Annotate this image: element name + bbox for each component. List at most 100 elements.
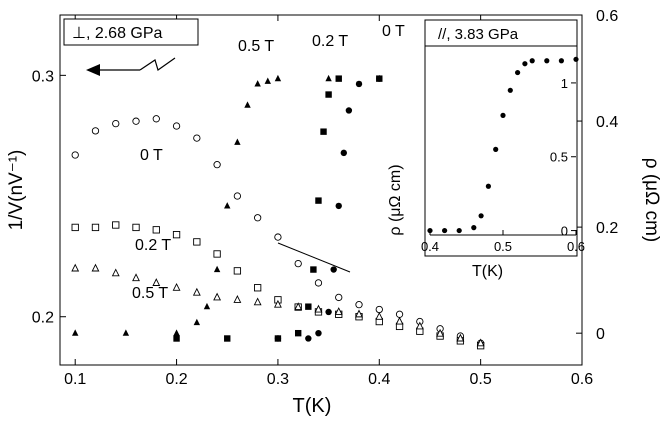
data-point (273, 299, 282, 308)
data-point (315, 197, 322, 204)
y-left-tick-label: 0.2 (32, 310, 54, 327)
x-tick-label: 0.6 (571, 371, 593, 388)
data-point (254, 214, 262, 222)
data-point (325, 91, 332, 98)
data-point (91, 223, 100, 232)
data-point (305, 335, 312, 342)
data-point (330, 266, 337, 273)
inset-x-axis-label: T(K) (472, 263, 503, 280)
main-plot-frame (59, 14, 583, 366)
inset-data-point (478, 213, 484, 219)
data-point (91, 263, 100, 272)
data-point (314, 304, 323, 313)
data-point (172, 231, 181, 239)
inset-data-point (544, 58, 550, 64)
data-point (436, 328, 445, 337)
data-point (173, 335, 180, 342)
data-point (213, 250, 221, 258)
inset-y-tick-label: 1 (561, 76, 568, 91)
annotation-open-0.5T: 0.5 T (132, 285, 168, 302)
left-axis-arrow (86, 57, 176, 76)
data-point (152, 278, 161, 286)
y-right-tick-label: 0.2 (596, 220, 618, 237)
data-point (314, 279, 323, 287)
annotation-filled-0.5T: 0.5 T (238, 38, 274, 55)
data-point (193, 238, 201, 246)
x-tick-label: 0.4 (368, 371, 390, 388)
data-point (132, 223, 140, 232)
inset-data-point (507, 87, 513, 93)
data-point (325, 74, 332, 82)
data-point (340, 149, 348, 157)
x-tick-label: 0.1 (64, 371, 86, 388)
data-point (71, 151, 79, 159)
inset-ticks: 0.4 0.5 0.60 0.5 1 (421, 76, 585, 254)
data-point (203, 302, 211, 310)
inset-data-point (529, 58, 535, 64)
inset-frame (424, 19, 578, 257)
data-point (193, 134, 201, 142)
inset-label-box (424, 19, 578, 47)
data-point (112, 119, 120, 128)
data-point (172, 282, 181, 291)
pointer-line (277, 242, 351, 273)
data-point (335, 202, 342, 210)
y-right-axis-label: ρ (μΩ cm) (641, 158, 662, 243)
data-point (72, 329, 79, 336)
data-point (274, 74, 282, 82)
data-point (71, 263, 80, 272)
data-point (254, 80, 261, 87)
y-right-tick-label: 0.4 (596, 114, 618, 131)
data-point (224, 202, 231, 209)
inset-data-point (427, 227, 433, 234)
panel-label-box (63, 18, 199, 46)
data-point (71, 223, 79, 232)
y-right-tick-label: 0 (596, 326, 605, 343)
data-point (213, 292, 222, 301)
inset-data-point (493, 146, 499, 152)
data-point (132, 117, 140, 125)
inset-y-axis-label: ρ (μΩ cm) (387, 164, 404, 235)
data-point (294, 259, 302, 268)
inset-x-tick-label: 0.4 (421, 239, 439, 254)
data-point (233, 192, 242, 200)
data-point (193, 318, 201, 326)
x-tick-label: 0.3 (267, 371, 289, 388)
data-point (375, 305, 383, 314)
data-point (345, 107, 353, 114)
inset-y-tick-label: 0.5 (550, 150, 568, 165)
data-point (476, 338, 485, 347)
inset-data-point (558, 58, 565, 64)
data-point (274, 233, 282, 241)
data-point (274, 335, 282, 342)
data-point (233, 267, 242, 275)
data-point (112, 221, 120, 229)
data-point (152, 115, 160, 123)
inset-data-point (515, 69, 521, 76)
inset-y-tick-label: 0 (561, 224, 568, 239)
inset-series-0 (427, 56, 579, 234)
y-right-tick-label: 0.6 (596, 8, 618, 25)
data-point (395, 310, 404, 318)
data-point (213, 161, 221, 169)
data-point (355, 309, 363, 318)
data-point (224, 335, 231, 342)
x-tick-label: 0.2 (165, 371, 187, 388)
data-point (355, 80, 363, 88)
data-point (122, 329, 130, 336)
inset-x-tick-label: 0.5 (494, 239, 512, 254)
inset-data-point (456, 227, 462, 234)
data-point (253, 297, 262, 306)
y-left-axis-label: 1/V(nV⁻¹) (6, 150, 27, 231)
data-point (395, 316, 404, 325)
data-point (132, 273, 140, 282)
inset-data-point (471, 225, 477, 231)
data-point (310, 266, 317, 273)
series-3 (72, 74, 484, 336)
data-point (152, 226, 160, 234)
annotation-open-0T: 0 T (140, 147, 163, 164)
data-point (335, 75, 342, 82)
main-ticks: 0.1 0.2 0.3 0.4 0.5 0.6 0.2 0.3 0 0.2 0.4 0.6 (32, 8, 619, 388)
data-point (305, 303, 312, 310)
